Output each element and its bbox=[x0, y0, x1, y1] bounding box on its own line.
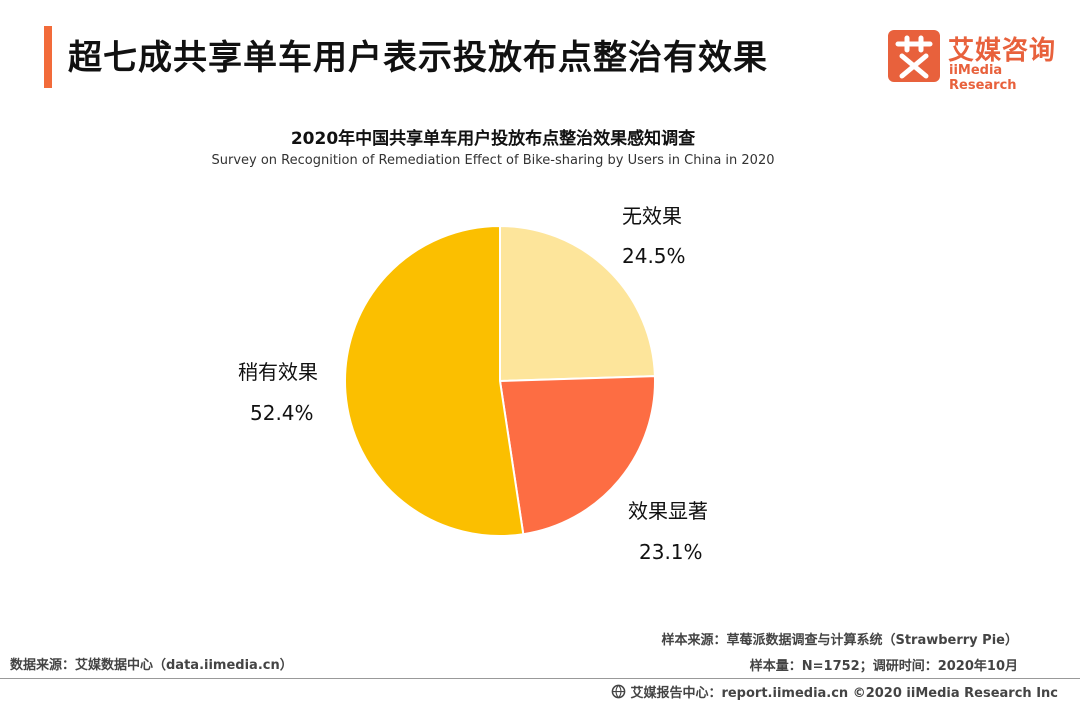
logo-badge-icon bbox=[888, 30, 940, 82]
chart-subtitle: Survey on Recognition of Remediation Eff… bbox=[211, 153, 775, 168]
page-title: 超七成共享单车用户表示投放布点整治有效果 bbox=[68, 38, 768, 78]
brand-logo: 艾媒咨询 iiMedia Research bbox=[888, 30, 1058, 93]
title-accent-bar bbox=[44, 26, 52, 88]
pie-slice-no-effect bbox=[499, 224, 656, 383]
pie-slice-significant bbox=[498, 375, 656, 536]
slice-label-no-effect: 无效果 bbox=[622, 204, 682, 228]
slice-label-slight: 稍有效果 bbox=[238, 360, 318, 384]
logo-name-cn: 艾媒咨询 bbox=[948, 36, 1057, 66]
data-source: 数据来源：艾媒数据中心（data.iimedia.cn） bbox=[10, 658, 293, 673]
slice-value-slight: 52.4% bbox=[250, 401, 314, 425]
pie-slice-slight bbox=[344, 224, 525, 537]
slice-value-significant: 23.1% bbox=[639, 540, 703, 564]
globe-icon bbox=[611, 684, 626, 699]
logo-name-en: iiMedia Research bbox=[949, 63, 1017, 93]
report-center: 艾媒报告中心：report.iimedia.cn ©2020 iiMedia R… bbox=[611, 682, 1058, 701]
report-center-text: 艾媒报告中心：report.iimedia.cn ©2020 iiMedia R… bbox=[630, 686, 1058, 701]
sample-size: 样本量：N=1752；调研时间：2020年10月 bbox=[749, 659, 1018, 674]
sample-source: 样本来源：草莓派数据调查与计算系统（Strawberry Pie） bbox=[661, 633, 1018, 648]
chart-title: 2020年中国共享单车用户投放布点整治效果感知调查 bbox=[290, 129, 696, 149]
footer-divider bbox=[0, 678, 1080, 679]
slice-label-significant: 效果显著 bbox=[628, 499, 708, 523]
slice-value-no-effect: 24.5% bbox=[622, 244, 686, 268]
